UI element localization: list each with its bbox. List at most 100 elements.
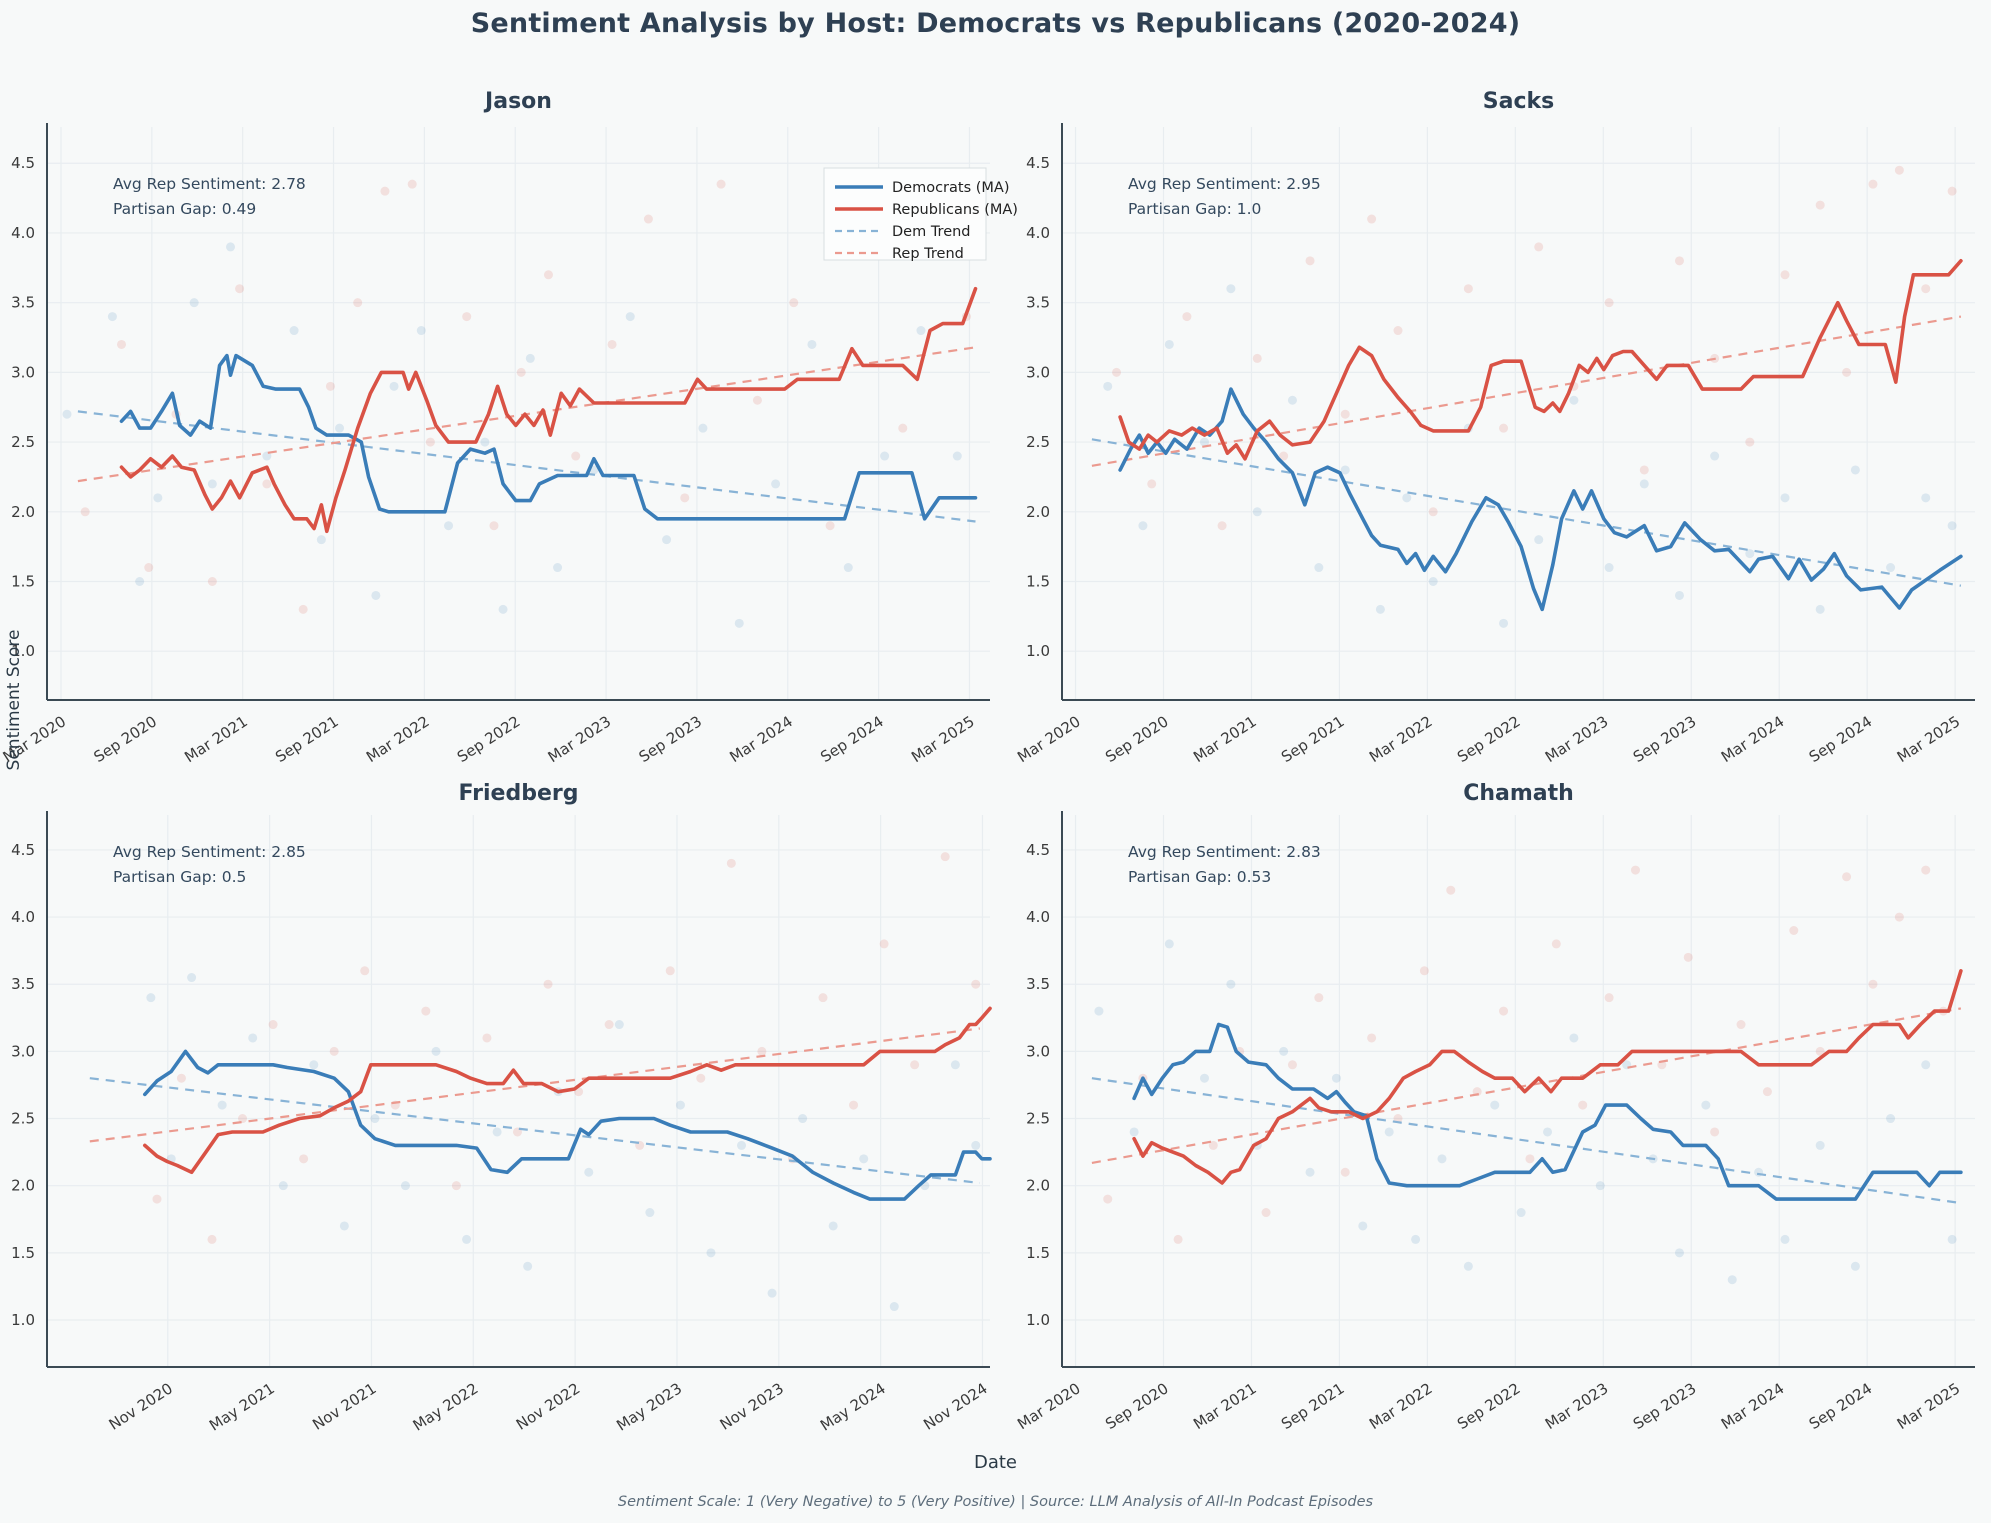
- scatter-rep-point: [825, 521, 835, 531]
- scatter-dem-point: [1490, 1100, 1500, 1110]
- scatter-dem-point: [1921, 493, 1931, 503]
- x-tick-label: Mar 2024: [1718, 1379, 1788, 1433]
- scatter-dem-point: [828, 1221, 838, 1231]
- scatter-rep-point: [818, 993, 828, 1003]
- scatter-rep-point: [1842, 367, 1852, 377]
- y-tick-label: 2.5: [1026, 1110, 1050, 1128]
- scatter-dem-point: [662, 535, 672, 545]
- scatter-rep-point: [268, 1020, 278, 1030]
- x-tick-label: Sep 2021: [1278, 712, 1348, 766]
- legend-label: Democrats (MA): [892, 180, 1010, 196]
- scatter-rep-point: [571, 451, 581, 461]
- scatter-rep-point: [1446, 885, 1456, 895]
- y-tick-label: 4.5: [1026, 154, 1050, 172]
- scatter-rep-point: [879, 939, 889, 949]
- scatter-rep-point: [1182, 312, 1192, 322]
- y-tick-label: 1.5: [1026, 1244, 1050, 1262]
- scatter-dem-point: [1780, 1234, 1790, 1244]
- scatter-dem-point: [1815, 604, 1825, 614]
- scatter-rep-point: [1604, 993, 1614, 1003]
- annotation-line: Avg Rep Sentiment: 2.83: [1128, 843, 1321, 861]
- scatter-dem-point: [217, 1100, 227, 1110]
- scatter-rep-point: [898, 423, 908, 433]
- scatter-dem-point: [207, 479, 217, 489]
- scatter-dem-point: [1411, 1234, 1421, 1244]
- scatter-rep-point: [789, 298, 799, 308]
- scatter-dem-point: [444, 521, 454, 531]
- y-tick-label: 4.5: [1026, 841, 1050, 859]
- y-tick-label: 3.0: [1026, 363, 1050, 381]
- scatter-rep-point: [1499, 1006, 1509, 1016]
- scatter-dem-point: [767, 1288, 777, 1298]
- scatter-dem-point: [1279, 1046, 1289, 1056]
- scatter-rep-point: [329, 1046, 339, 1056]
- scatter-rep-point: [262, 479, 272, 489]
- scatter-dem-point: [1639, 479, 1649, 489]
- x-tick-label: Mar 2025: [1894, 1379, 1964, 1433]
- scatter-dem-point: [316, 535, 326, 545]
- scatter-dem-point: [771, 479, 781, 489]
- x-tick-label: Sep 2021: [272, 712, 342, 766]
- scatter-rep-point: [482, 1033, 492, 1043]
- y-tick-label: 2.0: [1026, 1177, 1050, 1195]
- y-tick-label: 2.0: [1026, 503, 1050, 521]
- x-tick-label: Sep 2024: [1806, 712, 1876, 766]
- scatter-dem-point: [289, 326, 299, 336]
- scatter-dem-point: [1947, 1234, 1957, 1244]
- republicans-ma-line: [1118, 259, 1963, 461]
- scatter-rep-point: [1815, 1046, 1825, 1056]
- y-tick-label: 4.0: [11, 908, 35, 926]
- rep-trend-line: [1091, 1007, 1962, 1164]
- scatter-rep-point: [1780, 270, 1790, 280]
- scatter-dem-point: [706, 1248, 716, 1258]
- scatter-rep-point: [1525, 1154, 1535, 1164]
- scatter-rep-point: [1217, 521, 1227, 531]
- scatter-dem-point: [645, 1208, 655, 1218]
- figure-title: Sentiment Analysis by Host: Democrats vs…: [470, 8, 1521, 39]
- scatter-rep-point: [489, 521, 499, 531]
- scatter-rep-point: [1868, 979, 1878, 989]
- scatter-rep-point: [1789, 926, 1799, 936]
- scatter-rep-point: [910, 1060, 920, 1070]
- x-tick-label: Sep 2024: [817, 712, 887, 766]
- scatter-rep-point: [380, 186, 390, 196]
- annotation-line: Avg Rep Sentiment: 2.95: [1128, 175, 1321, 193]
- scatter-dem-point: [1569, 395, 1579, 405]
- scatter-rep-point: [543, 270, 553, 280]
- scatter-dem-point: [1886, 1114, 1896, 1124]
- dem-trend-line: [1091, 438, 1962, 587]
- x-tick-label: Mar 2021: [1190, 712, 1260, 766]
- democrats-ma-line: [1118, 387, 1963, 612]
- y-tick-label: 3.5: [11, 975, 35, 993]
- scatter-dem-point: [1947, 521, 1957, 531]
- democrats-ma-line: [119, 353, 978, 521]
- scatter-rep-point: [1252, 353, 1262, 363]
- scatter-rep-point: [1208, 1140, 1218, 1150]
- panel-title-friedberg: Friedberg: [459, 781, 579, 806]
- scatter-dem-point: [248, 1033, 258, 1043]
- scatter-dem-point: [798, 1114, 808, 1124]
- scatter-rep-point: [1894, 165, 1904, 175]
- x-tick-label: May 2023: [613, 1379, 685, 1434]
- scatter-rep-point: [726, 858, 736, 868]
- scatter-dem-point: [1314, 563, 1324, 573]
- x-tick-label: Nov 2020: [106, 1379, 176, 1433]
- scatter-rep-point: [1428, 507, 1438, 517]
- scatter-rep-point: [462, 312, 472, 322]
- scatter-rep-point: [1314, 993, 1324, 1003]
- legend-label: Republicans (MA): [892, 202, 1018, 218]
- scatter-rep-point: [1736, 1020, 1746, 1030]
- scatter-dem-point: [843, 563, 853, 573]
- scatter-rep-point: [80, 507, 90, 517]
- scatter-rep-point: [1173, 1234, 1183, 1244]
- annotation-line: Partisan Gap: 0.5: [113, 868, 246, 886]
- scatter-dem-point: [859, 1154, 869, 1164]
- dem-trend-line: [89, 1077, 980, 1185]
- scatter-dem-point: [1595, 1181, 1605, 1191]
- x-tick-label: May 2022: [410, 1379, 482, 1434]
- scatter-dem-point: [1463, 1261, 1473, 1271]
- x-tick-label: Mar 2021: [181, 712, 251, 766]
- scatter-dem-point: [1129, 1127, 1139, 1137]
- scatter-rep-point: [1261, 1208, 1271, 1218]
